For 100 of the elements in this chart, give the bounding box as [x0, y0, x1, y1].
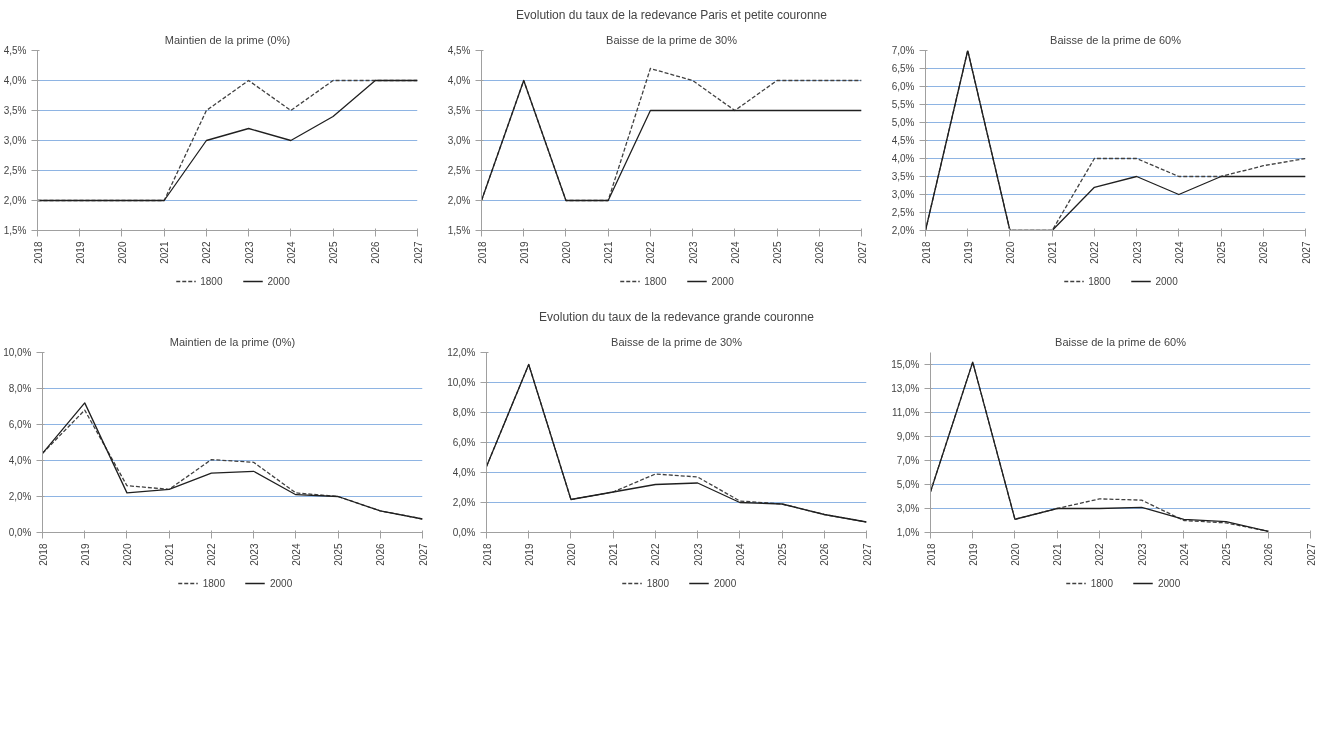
legend-label: 1800 — [1090, 577, 1113, 589]
y-tick-label: 13,0% — [891, 383, 920, 394]
x-tick-label: 2023 — [248, 543, 260, 566]
x-tick-label: 2021 — [1052, 543, 1064, 566]
x-tick-label: 2024 — [290, 543, 302, 566]
y-tick-label: 8,0% — [8, 383, 32, 394]
x-tick-label: 2018 — [920, 241, 932, 264]
chart-title: Baisse de la prime de 30% — [611, 335, 743, 348]
legend-label: 1800 — [1088, 275, 1111, 287]
y-tick-label: 7,0% — [896, 455, 920, 466]
y-tick-label: 0,0% — [452, 527, 476, 538]
x-tick-label: 2027 — [861, 543, 873, 566]
y-tick-label: 10,0% — [3, 347, 32, 358]
chart-title: Maintien de la prime (0%) — [169, 335, 296, 348]
x-tick-label: 2018 — [37, 543, 49, 566]
y-tick-label: 11,0% — [891, 407, 920, 418]
x-tick-label: 2025 — [777, 543, 789, 566]
legend-label: 1800 — [644, 275, 667, 287]
text: Evolution du taux de la redevance Paris et petite couronne — [516, 7, 828, 22]
x-tick-label: 2022 — [206, 543, 218, 566]
y-tick-label: 2,0% — [447, 195, 471, 206]
x-tick-label: 2023 — [1136, 543, 1148, 566]
y-tick-label: 4,0% — [3, 75, 27, 86]
y-tick-label: 1,5% — [3, 225, 27, 236]
x-tick-label: 2022 — [650, 543, 662, 566]
legend-label: 2000 — [714, 577, 737, 589]
y-tick-label: 6,0% — [8, 419, 32, 430]
y-tick-label: 1,5% — [447, 225, 471, 236]
legend-label: 2000 — [270, 577, 293, 589]
x-tick-label: 2026 — [1263, 543, 1275, 566]
y-tick-label: 4,5% — [891, 135, 915, 146]
text: Evolution du taux de la redevance grande couronne — [539, 309, 815, 324]
y-tick-label: 4,0% — [452, 467, 476, 478]
x-tick-label: 2024 — [729, 241, 741, 264]
x-tick-label: 2022 — [1094, 543, 1106, 566]
x-tick-label: 2026 — [819, 543, 831, 566]
legend-label: 1800 — [646, 577, 669, 589]
y-tick-label: 2,0% — [8, 491, 32, 502]
x-tick-label: 2019 — [74, 241, 86, 264]
y-tick-label: 2,0% — [3, 195, 27, 206]
y-tick-label: 4,5% — [3, 45, 27, 56]
x-tick-label: 2018 — [32, 241, 44, 264]
x-tick-label: 2025 — [333, 543, 345, 566]
x-tick-label: 2018 — [925, 543, 937, 566]
x-tick-label: 2027 — [412, 241, 424, 264]
x-tick-label: 2021 — [159, 241, 171, 264]
y-tick-label: 2,5% — [3, 165, 27, 176]
chart-title: Baisse de la prime de 30% — [606, 33, 738, 46]
y-tick-label: 4,0% — [447, 75, 471, 86]
y-tick-label: 3,0% — [896, 503, 920, 514]
y-tick-label: 2,0% — [891, 225, 915, 236]
x-tick-label: 2025 — [328, 241, 340, 264]
x-tick-label: 2020 — [560, 241, 572, 264]
x-tick-label: 2025 — [1216, 241, 1228, 264]
x-tick-label: 2021 — [608, 543, 620, 566]
x-tick-label: 2024 — [285, 241, 297, 264]
x-tick-label: 2018 — [481, 543, 493, 566]
y-tick-label: 3,0% — [3, 135, 27, 146]
y-tick-label: 1,0% — [896, 527, 920, 538]
y-tick-label: 6,0% — [452, 437, 476, 448]
x-tick-label: 2020 — [1004, 241, 1016, 264]
x-tick-label: 2023 — [1131, 241, 1143, 264]
x-tick-label: 2019 — [962, 241, 974, 264]
y-tick-label: 2,5% — [891, 207, 915, 218]
y-tick-label: 8,0% — [452, 407, 476, 418]
x-tick-label: 2027 — [856, 241, 868, 264]
x-tick-label: 2019 — [967, 543, 979, 566]
x-tick-label: 2021 — [164, 543, 176, 566]
y-tick-label: 0,0% — [8, 527, 32, 538]
x-tick-label: 2019 — [79, 543, 91, 566]
x-tick-label: 2023 — [687, 241, 699, 264]
y-tick-label: 6,5% — [891, 63, 915, 74]
y-tick-label: 15,0% — [891, 359, 920, 370]
x-tick-label: 2026 — [375, 543, 387, 566]
y-tick-label: 10,0% — [447, 377, 476, 388]
y-tick-label: 4,0% — [891, 153, 915, 164]
chart-title: Maintien de la prime (0%) — [164, 33, 291, 46]
x-tick-label: 2023 — [692, 543, 704, 566]
y-tick-label: 12,0% — [447, 347, 476, 358]
y-tick-label: 5,0% — [891, 117, 915, 128]
x-tick-label: 2022 — [645, 241, 657, 264]
legend-label: 2000 — [711, 275, 734, 287]
y-tick-label: 4,0% — [8, 455, 32, 466]
x-tick-label: 2027 — [417, 543, 429, 566]
x-tick-label: 2021 — [1047, 241, 1059, 264]
y-tick-label: 3,5% — [447, 105, 471, 116]
y-tick-label: 7,0% — [891, 45, 915, 56]
x-tick-label: 2020 — [116, 241, 128, 264]
x-tick-label: 2019 — [518, 241, 530, 264]
x-tick-label: 2024 — [734, 543, 746, 566]
x-tick-label: 2023 — [243, 241, 255, 264]
x-tick-label: 2020 — [1009, 543, 1021, 566]
y-tick-label: 5,0% — [896, 479, 920, 490]
x-tick-label: 2026 — [814, 241, 826, 264]
y-tick-label: 3,5% — [3, 105, 27, 116]
x-tick-label: 2027 — [1300, 241, 1312, 264]
x-tick-label: 2024 — [1173, 241, 1185, 264]
legend-label: 1800 — [202, 577, 225, 589]
x-tick-label: 2020 — [565, 543, 577, 566]
x-tick-label: 2026 — [1258, 241, 1270, 264]
